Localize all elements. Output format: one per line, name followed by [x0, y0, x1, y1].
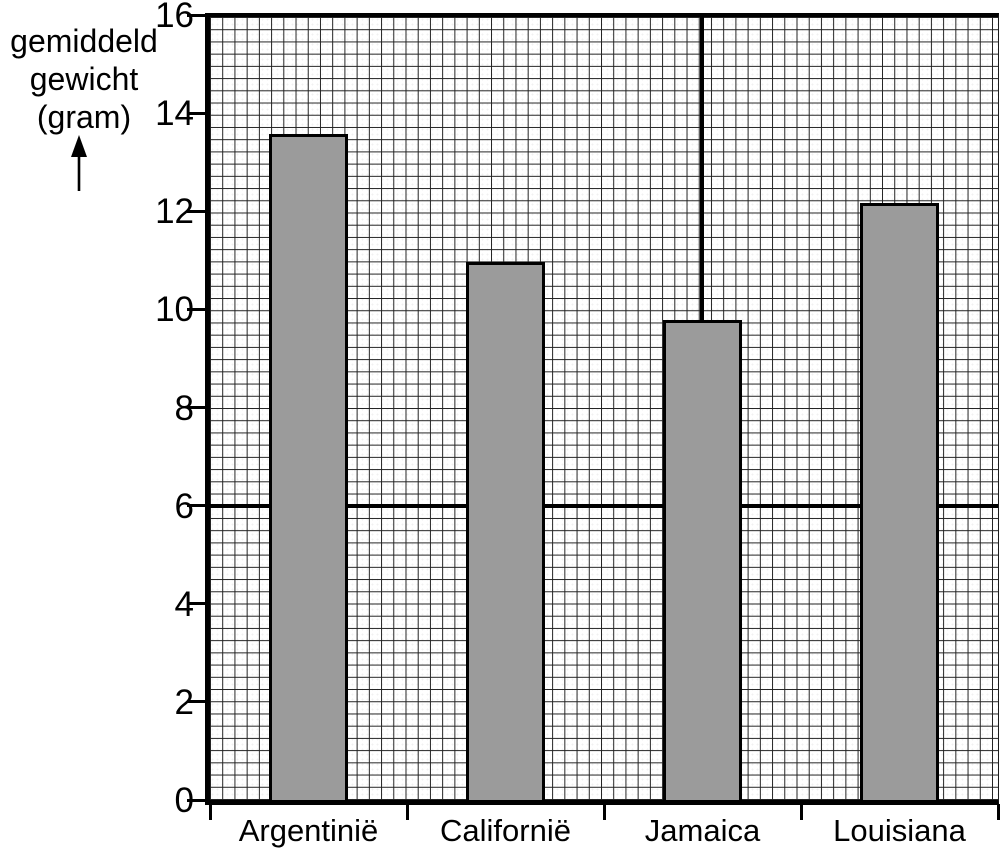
x-tick [799, 804, 803, 820]
x-tick [405, 804, 409, 820]
y-tick [187, 504, 205, 508]
up-arrow-icon [71, 135, 87, 191]
y-tick-label: 8 [174, 388, 194, 428]
category-label: Californië [440, 813, 571, 848]
major-gridline-horizontal [210, 504, 998, 509]
y-tick [187, 209, 205, 213]
y-tick-label: 2 [174, 682, 194, 722]
bar-louisiana [860, 202, 939, 800]
y-tick [187, 111, 205, 115]
bar-jamaica [663, 320, 742, 800]
y-tick [187, 406, 205, 409]
y-tick [187, 13, 205, 17]
category-label: Louisiana [833, 813, 966, 848]
y-tick-label: 4 [174, 584, 194, 624]
bar-argentini [269, 134, 348, 800]
y-tick [187, 798, 205, 802]
y-tick-label: 16 [155, 0, 194, 35]
y-tick-label: 14 [155, 94, 194, 134]
y-tick-label: 12 [155, 192, 194, 232]
y-tick [187, 307, 205, 311]
y-tick [187, 700, 205, 704]
y-tick-label: 6 [174, 486, 194, 526]
x-tick [208, 804, 212, 820]
y-tick [187, 602, 205, 606]
y-tick-label: 0 [174, 781, 194, 820]
x-tick [996, 804, 1000, 820]
plot-area [205, 13, 999, 805]
y-axis-title-line1: gemiddeld [10, 23, 158, 59]
y-tick-label: 10 [155, 290, 194, 330]
y-axis-title-line2: gewicht [29, 61, 139, 97]
y-axis-title: gemiddeld gewicht (gram) [0, 22, 168, 136]
x-tick [602, 804, 606, 820]
category-label: Jamaica [644, 813, 761, 848]
bar-californi [466, 261, 545, 800]
y-axis-title-line3: (gram) [36, 99, 132, 135]
category-label: Argentinië [238, 813, 379, 848]
